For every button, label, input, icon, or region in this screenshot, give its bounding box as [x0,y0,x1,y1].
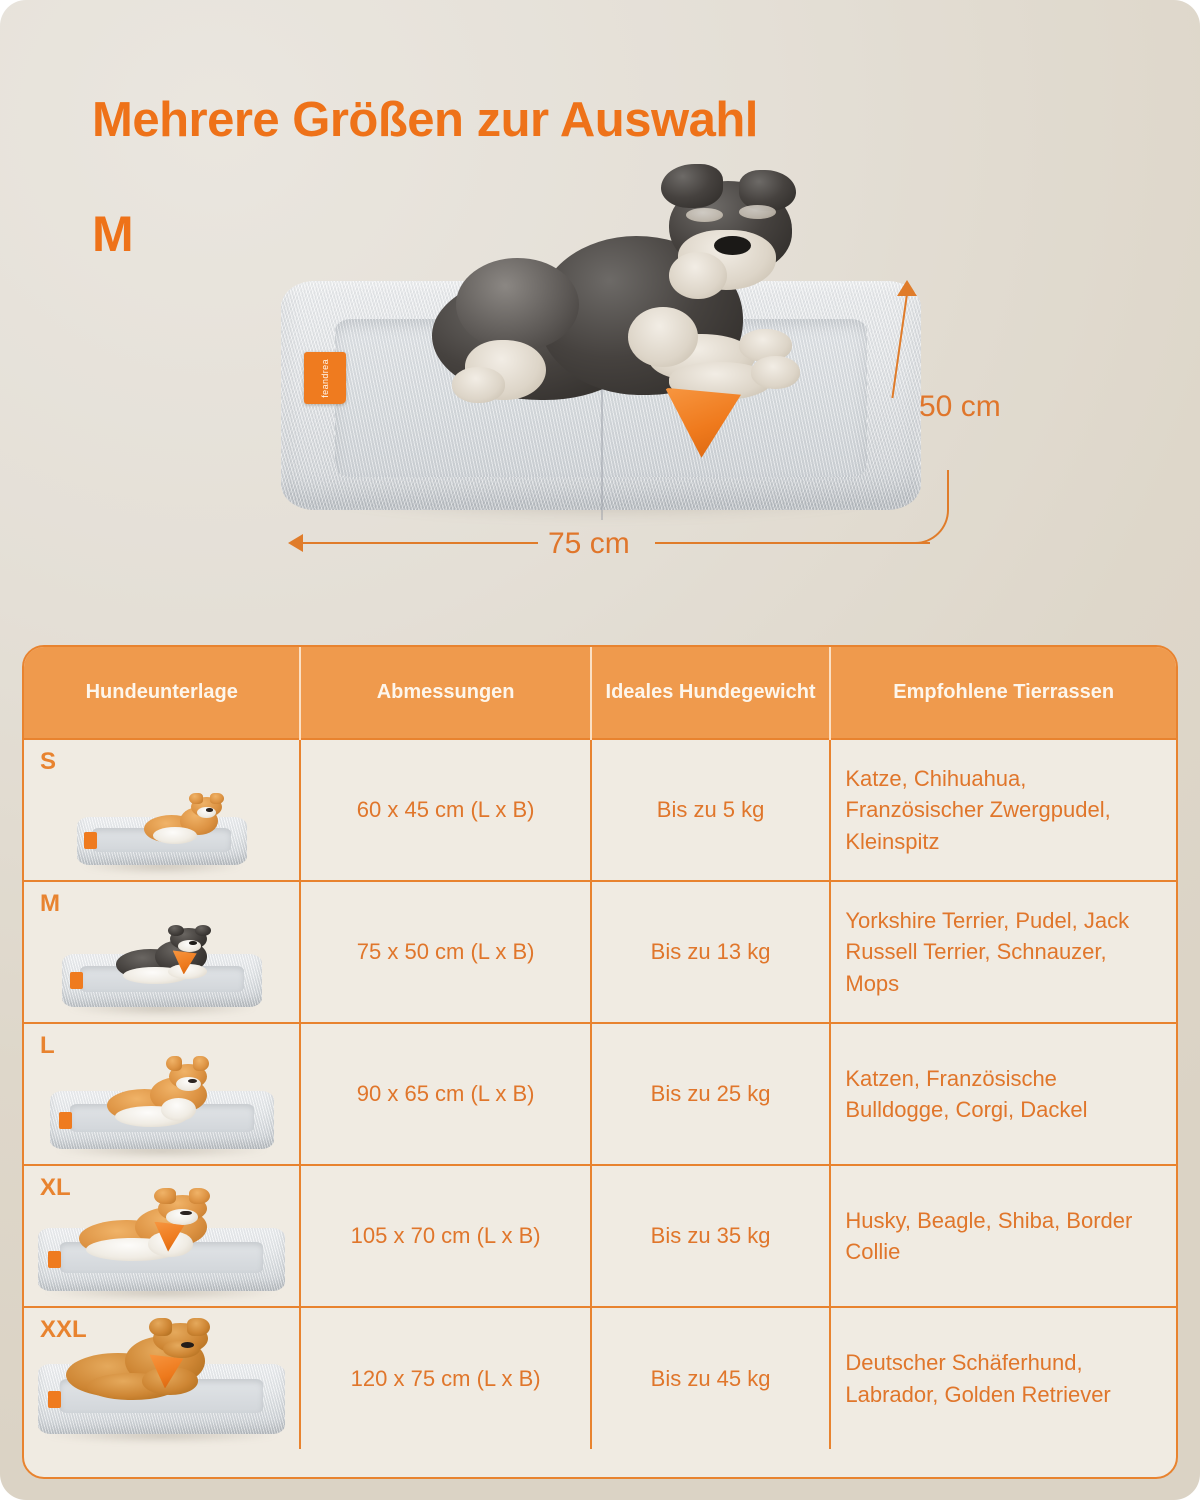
column-header-dimensions: Abmessungen [300,647,592,739]
size-label-xl: XL [40,1174,71,1201]
cell-weight-s: Bis zu 5 kg [590,738,832,881]
cell-size-m: M [24,880,302,1023]
column-header-weight: Ideales Hundegewicht [590,647,832,739]
size-label-m: M [40,890,60,917]
dimension-width-corner [905,470,949,544]
cell-dimensions-l: 90 x 65 cm (L x B) [300,1022,592,1165]
cell-breeds-m: Yorkshire Terrier, Pudel, Jack Russell T… [830,880,1176,1023]
cell-dimensions-m: 75 x 50 cm (L x B) [300,880,592,1023]
dimension-width-label: 75 cm [548,527,630,560]
brand-tag: feandrea [304,352,347,405]
cell-dimensions-s: 60 x 45 cm (L x B) [300,738,592,881]
cell-size-s: S [24,738,302,881]
cell-size-xxl: XXL [24,1306,302,1449]
table-row: XL [24,1164,1176,1307]
cell-breeds-s: Katze, Chihuahua, Französischer Zwergpud… [830,738,1176,881]
dimension-width-line-left [303,542,538,544]
hero-dog-schnauzer [415,164,825,438]
bed-seam [601,377,603,520]
cell-size-l: L [24,1022,302,1165]
cell-weight-m: Bis zu 13 kg [590,880,832,1023]
page-title: Mehrere Größen zur Auswahl [92,93,758,147]
mini-bed-image-xl [38,1177,286,1300]
size-label-l: L [40,1032,55,1059]
arrow-up-icon [897,280,917,296]
table-row: M [24,880,1176,1023]
mini-bed-image-s [38,751,285,874]
dimension-height-label: 50 cm [919,390,1001,423]
brand-tag-label: feandrea [320,358,331,398]
hero-size-badge: M [92,206,134,262]
cell-breeds-xxl: Deutscher Schäferhund, Labrador, Golden … [830,1306,1176,1449]
column-header-breeds: Empfohlene Tierrassen [830,647,1176,739]
cell-size-xl: XL [24,1164,302,1307]
cell-dimensions-xl: 105 x 70 cm (L x B) [300,1164,592,1307]
size-label-s: S [40,748,57,775]
table-row: S [24,738,1176,881]
cell-weight-xxl: Bis zu 45 kg [590,1306,832,1449]
cell-weight-xl: Bis zu 35 kg [590,1164,832,1307]
hero-bed-image: feandrea [281,164,921,530]
arrow-left-icon [288,534,303,552]
mini-bed-image-xxl [38,1317,286,1443]
size-label-xxl: XXL [40,1316,87,1343]
cell-dimensions-xxl: 120 x 75 cm (L x B) [300,1306,592,1449]
cell-breeds-l: Katzen, Französische Bulldogge, Corgi, D… [830,1022,1176,1165]
size-chart-table: Hundeunterlage Abmessungen Ideales Hunde… [22,645,1178,1479]
cell-breeds-xl: Husky, Beagle, Shiba, Border Collie [830,1164,1176,1307]
table-header-row: Hundeunterlage Abmessungen Ideales Hunde… [24,647,1176,739]
column-header-size: Hundeunterlage [24,647,302,739]
table-row: XXL [24,1306,1176,1449]
table-row: L [24,1022,1176,1165]
mini-bed-image-l [38,1035,285,1158]
hero-section: Mehrere Größen zur Auswahl M feandrea [0,0,1200,620]
dimension-width-line-right [655,542,930,544]
mini-bed-image-m [38,893,285,1016]
cell-weight-l: Bis zu 25 kg [590,1022,832,1165]
